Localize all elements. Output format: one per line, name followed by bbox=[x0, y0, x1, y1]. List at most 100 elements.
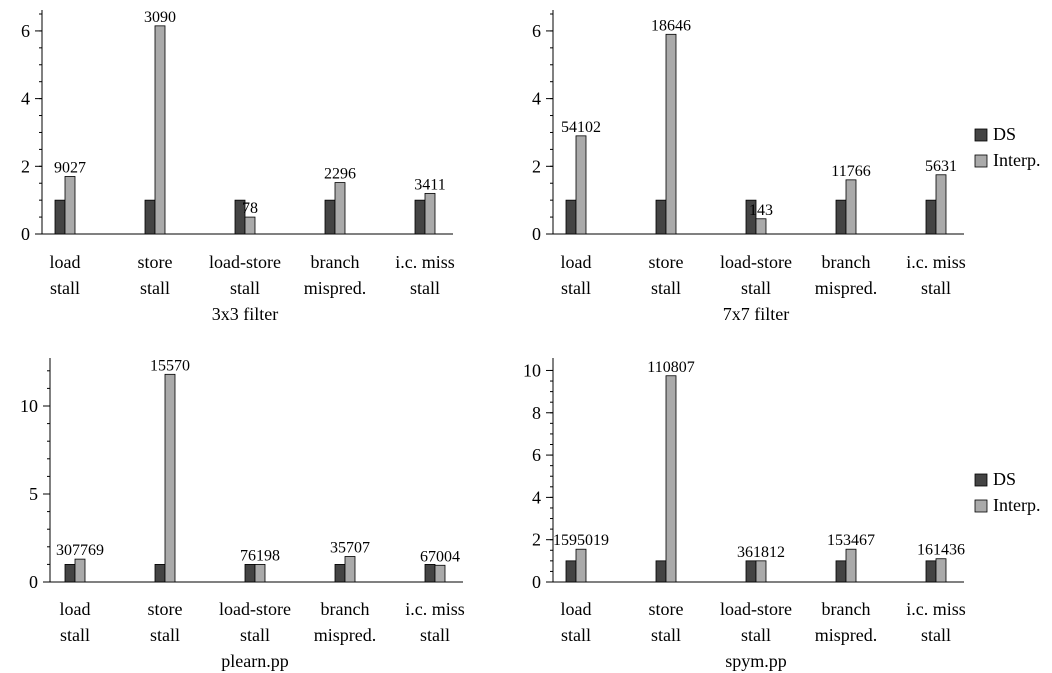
data-label: 143 bbox=[749, 202, 773, 219]
x-category-label: stall bbox=[230, 278, 260, 298]
bar-ds-2 bbox=[655, 560, 667, 583]
bar-ds-5 bbox=[925, 560, 937, 583]
chart-subtitle: 7x7 filter bbox=[723, 304, 789, 324]
data-label: 153467 bbox=[827, 532, 875, 549]
x-category-label: load-store bbox=[720, 252, 792, 272]
x-category-label: store bbox=[649, 252, 684, 272]
bar-ds-1 bbox=[565, 199, 577, 235]
legend-swatch bbox=[974, 154, 988, 168]
bar-ds-4 bbox=[334, 564, 346, 583]
bar-ds-3 bbox=[745, 199, 757, 235]
x-category-label: branch bbox=[822, 599, 871, 619]
bar-ds-5 bbox=[424, 564, 436, 583]
y-tick-label: 6 bbox=[532, 21, 541, 41]
x-category-label: load bbox=[561, 599, 592, 619]
x-category-label: load bbox=[50, 252, 81, 272]
x-category-label: stall bbox=[50, 278, 80, 298]
x-category-label: stall bbox=[561, 625, 591, 645]
x-category-label: stall bbox=[741, 625, 771, 645]
bar-interp-3 bbox=[755, 218, 767, 235]
bar-interp-5 bbox=[935, 558, 947, 583]
bar-interp-3 bbox=[254, 564, 266, 583]
bar-interp-4 bbox=[334, 182, 346, 235]
x-category-label: stall bbox=[410, 278, 440, 298]
x-category-label: load bbox=[561, 252, 592, 272]
bar-interp-4 bbox=[845, 548, 857, 583]
y-tick-label: 0 bbox=[29, 572, 38, 592]
y-tick-label: 2 bbox=[21, 156, 30, 176]
data-label: 11766 bbox=[831, 163, 870, 180]
data-label: 361812 bbox=[737, 544, 785, 561]
bar-interp-1 bbox=[74, 558, 86, 583]
bar-ds-4 bbox=[835, 199, 847, 235]
x-category-label: stall bbox=[651, 625, 681, 645]
bar-ds-3 bbox=[745, 560, 757, 583]
chart-subtitle: plearn.pp bbox=[221, 651, 288, 671]
chart-panel-1: 0 2 4 6 9027 load stall 3090 store stall 78 load-st… bbox=[21, 9, 455, 324]
chart-subtitle: spym.pp bbox=[725, 651, 787, 671]
bar-interp-5 bbox=[424, 192, 436, 235]
data-label: 15570 bbox=[150, 357, 190, 374]
chart-subtitle: 3x3 filter bbox=[212, 304, 278, 324]
x-category-label: load bbox=[60, 599, 91, 619]
bar-ds-2 bbox=[144, 199, 156, 235]
legend-swatch bbox=[974, 128, 988, 142]
bar-ds-1 bbox=[64, 564, 76, 583]
y-tick-label: 8 bbox=[532, 403, 541, 423]
legend: DS Interp. bbox=[974, 469, 1040, 515]
chart-panel-4: 0 2 4 6 8 10 1595019 load stall 110807 store stall 3… bbox=[523, 358, 1040, 671]
data-label: 2296 bbox=[324, 166, 356, 183]
legend-label: Interp. bbox=[993, 150, 1040, 170]
bar-ds-5 bbox=[414, 199, 426, 235]
bar-ds-2 bbox=[154, 564, 166, 583]
legend-swatch bbox=[974, 473, 988, 487]
legend-label: DS bbox=[993, 124, 1016, 144]
bar-ds-5 bbox=[925, 199, 937, 235]
data-label: 18646 bbox=[651, 17, 691, 34]
x-category-label: branch bbox=[321, 599, 370, 619]
bar-interp-4 bbox=[845, 179, 857, 235]
bar-ds-1 bbox=[565, 560, 577, 583]
y-tick-label: 4 bbox=[532, 487, 541, 507]
bar-interp-1 bbox=[575, 548, 587, 583]
data-label: 1595019 bbox=[553, 532, 609, 549]
bar-ds-4 bbox=[835, 560, 847, 583]
x-category-label: i.c. miss bbox=[906, 599, 966, 619]
bar-interp-5 bbox=[434, 564, 446, 583]
x-category-label: store bbox=[649, 599, 684, 619]
y-tick-label: 6 bbox=[532, 445, 541, 465]
x-category-label: stall bbox=[561, 278, 591, 298]
x-category-label: branch bbox=[822, 252, 871, 272]
data-label: 67004 bbox=[420, 548, 460, 565]
bar-ds-2 bbox=[655, 199, 667, 235]
x-category-label: stall bbox=[921, 625, 951, 645]
y-tick-label: 0 bbox=[532, 572, 541, 592]
y-tick-label: 4 bbox=[21, 89, 30, 109]
x-category-label: mispred. bbox=[314, 625, 377, 645]
x-category-label: stall bbox=[420, 625, 450, 645]
legend-label: DS bbox=[993, 469, 1016, 489]
bar-interp-1 bbox=[575, 135, 587, 235]
legend-label: Interp. bbox=[993, 495, 1040, 515]
data-label: 110807 bbox=[647, 359, 694, 376]
y-tick-label: 0 bbox=[532, 224, 541, 244]
y-tick-label: 2 bbox=[532, 156, 541, 176]
data-label: 9027 bbox=[54, 159, 86, 176]
y-tick-label: 6 bbox=[21, 21, 30, 41]
bar-ds-3 bbox=[244, 564, 256, 583]
y-tick-label: 0 bbox=[21, 224, 30, 244]
y-tick-label: 2 bbox=[532, 530, 541, 550]
bar-interp-5 bbox=[935, 174, 947, 235]
bar-interp-1 bbox=[64, 176, 76, 235]
x-category-label: i.c. miss bbox=[395, 252, 455, 272]
x-category-label: stall bbox=[240, 625, 270, 645]
data-label: 54102 bbox=[561, 119, 601, 136]
bar-interp-2 bbox=[164, 373, 176, 583]
x-category-label: stall bbox=[651, 278, 681, 298]
legend: DS Interp. bbox=[974, 124, 1040, 170]
data-label: 78 bbox=[242, 200, 258, 217]
bar-interp-2 bbox=[665, 33, 677, 235]
x-category-label: load-store bbox=[209, 252, 281, 272]
bar-ds-4 bbox=[324, 199, 336, 235]
